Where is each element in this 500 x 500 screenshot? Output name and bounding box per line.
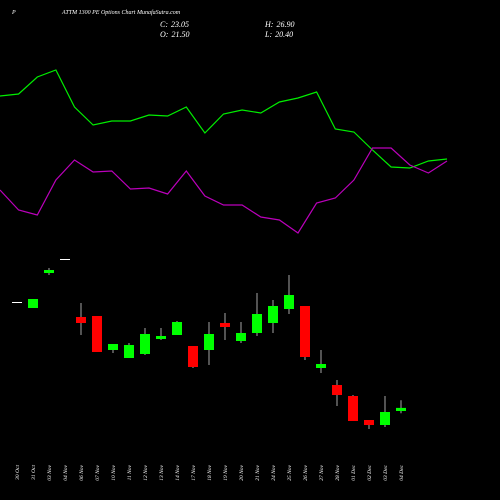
candle-body — [348, 396, 358, 421]
candle-body — [268, 306, 278, 323]
candle-body — [300, 306, 310, 357]
x-tick-label: 19 Nov — [223, 464, 229, 480]
candle-body — [76, 317, 86, 323]
candle-body — [60, 259, 70, 260]
candle-body — [396, 407, 406, 411]
ohlc-value: 26.90 — [276, 20, 294, 29]
x-tick-label: 21 Nov — [255, 464, 261, 480]
candle-body — [236, 333, 246, 341]
ohlc-summary: L: 20.40 — [264, 30, 293, 39]
x-tick-label: 04 Nov — [62, 464, 69, 480]
ohlc-value: 21.50 — [171, 30, 189, 39]
x-tick-label: 20 Nov — [239, 464, 245, 480]
candle-body — [380, 412, 390, 425]
ohlc-value: 23.05 — [171, 20, 189, 29]
x-tick-label: 17 Nov — [191, 464, 197, 480]
indicator-line — [0, 147, 448, 234]
candle-body — [204, 334, 214, 350]
ohlc-label: H: — [264, 20, 274, 29]
x-tick-label: 25 Nov — [287, 464, 293, 480]
candle-body — [284, 295, 294, 309]
x-tick-label: 24 Nov — [270, 464, 277, 480]
ohlc-label: O: — [160, 30, 169, 39]
ohlc-label: L: — [264, 30, 272, 39]
candle-body — [188, 346, 198, 367]
candle-body — [140, 334, 150, 354]
ohlc-label: C: — [160, 20, 168, 29]
candle-body — [220, 323, 230, 327]
candle-body — [12, 302, 22, 303]
x-tick-label: 28 Nov — [335, 464, 341, 480]
x-tick-label: 03 Nov — [47, 464, 53, 480]
title-prefix: P — [11, 10, 16, 16]
x-tick-label: 27 Nov — [319, 464, 325, 480]
ohlc-value: 20.40 — [275, 30, 293, 39]
x-tick-label: 11 Nov — [127, 464, 133, 480]
candle-body — [252, 314, 262, 333]
x-tick-label: 04 Dec — [398, 464, 405, 480]
ohlc-summary: O: 21.50 — [160, 30, 189, 39]
x-tick-label: 02 Dec — [367, 464, 373, 480]
x-tick-label: 06 Nov — [79, 464, 85, 480]
candle-body — [172, 322, 182, 335]
x-tick-label: 13 Nov — [159, 464, 165, 480]
x-tick-label: 30 Oct — [15, 465, 21, 481]
x-tick-label: 01 Dec — [351, 464, 357, 480]
x-tick-label: 31 Oct — [31, 465, 37, 481]
candle-body — [156, 336, 166, 339]
x-tick-label: 03 Dec — [383, 464, 389, 480]
x-tick-label: 07 Nov — [95, 464, 101, 480]
x-tick-label: 26 Nov — [303, 464, 309, 480]
indicator-line — [0, 69, 448, 169]
x-tick-label: 10 Nov — [111, 464, 117, 480]
x-tick-label: 12 Nov — [143, 464, 149, 480]
candle-body — [92, 316, 102, 352]
ohlc-summary: H: 26.90 — [264, 20, 294, 29]
candle-body — [124, 345, 134, 358]
x-tick-label: 18 Nov — [207, 464, 213, 480]
candle-body — [108, 344, 118, 350]
ohlc-summary: C: 23.05 — [160, 20, 189, 29]
x-tick-label: 14 Nov — [174, 464, 181, 480]
candle-body — [332, 385, 342, 395]
candle-body — [44, 270, 54, 273]
candle-body — [28, 299, 38, 308]
candle-body — [364, 420, 374, 425]
chart-title: ATTM 1300 PE Options Chart MunafaSutra.c… — [61, 9, 181, 16]
candle-body — [316, 364, 326, 368]
